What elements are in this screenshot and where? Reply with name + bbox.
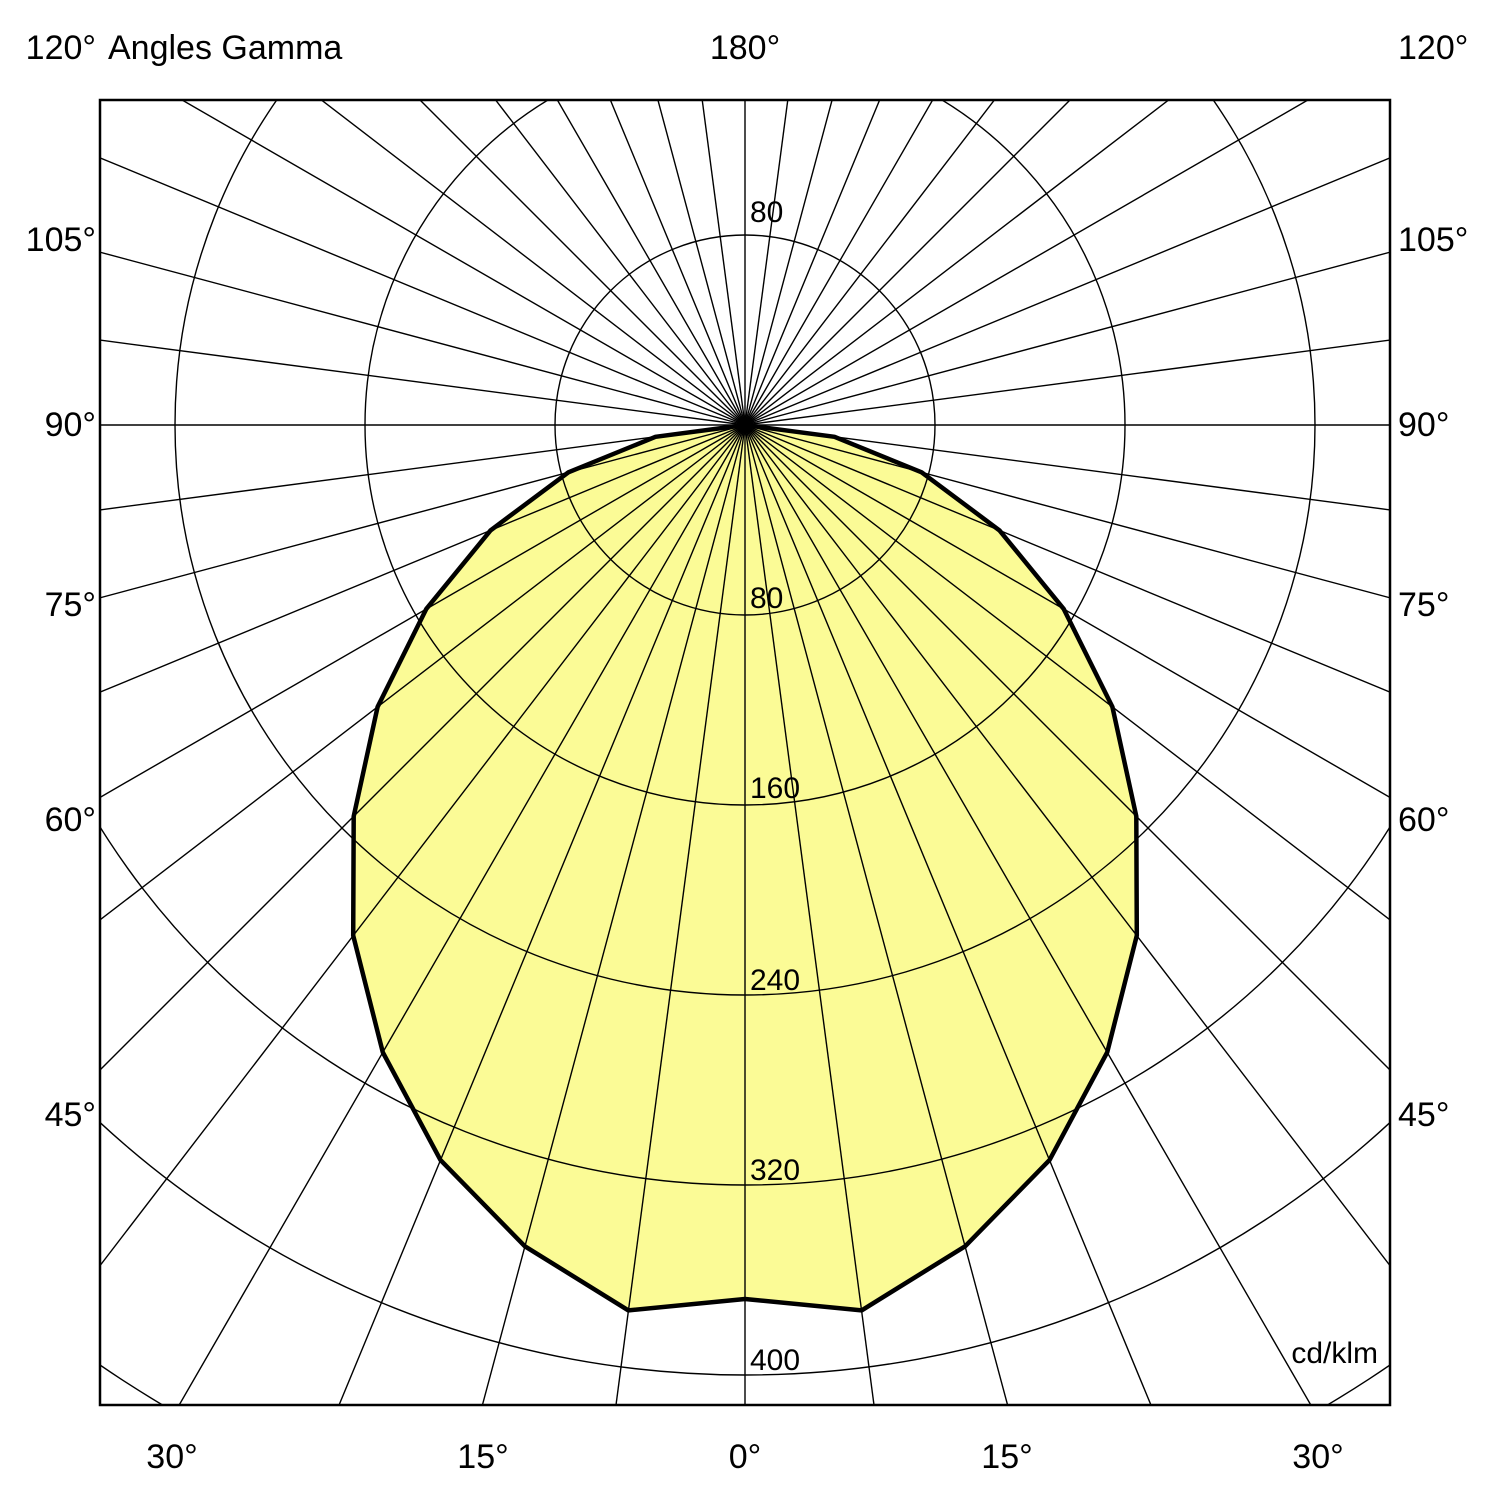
plot-border [98,98,1392,1407]
gamma-label-right-75: 75° [1398,586,1450,624]
gamma-label-bottom-30R: 30° [1292,1438,1344,1476]
grid-radial-line [744,424,1312,1405]
grid-radial-line [481,424,746,1405]
gamma-label-right-105: 105° [1398,221,1469,259]
grid-radial-line [100,251,746,426]
grid-radial-line [744,251,1390,426]
grid-radial-line [744,424,875,1405]
grid-radial-line [100,424,746,1267]
grid-radial-line [744,100,1310,426]
gamma-label-right-120: 120° [1398,29,1469,67]
ring-label-240: 240 [750,964,801,997]
grid-radial-line [100,424,746,511]
grid-radial-line [178,424,746,1405]
grid-radial-line [320,100,746,426]
grid-radial-line [744,339,1390,426]
ring-label-80-top: 80 [750,196,784,229]
grid-radial-line [744,100,1071,426]
grid-radial-line [744,424,1152,1405]
grid-radial-line [744,100,996,426]
ring-label-320: 320 [750,1154,801,1187]
grid-radial-line [180,100,746,426]
gamma-label-bottom-15L: 15° [457,1438,509,1476]
grid-radial-line [744,100,833,426]
gamma-label-bottom-15R: 15° [981,1438,1033,1476]
grid-radial-line [744,424,1009,1405]
gamma-label-bottom-30L: 30° [146,1438,198,1476]
gamma-label-180: 180° [709,29,781,67]
ring-label-400: 400 [750,1344,801,1377]
gamma-label-right-90: 90° [1398,406,1450,444]
grid-radial-line [494,100,746,426]
gamma-label-left-75: 75° [44,586,96,624]
grid-radial-line [744,424,1390,921]
gamma-label-left-120: 120° [25,29,96,67]
grid-radial-line [657,100,746,426]
grid-radial-line [744,157,1390,426]
grid-radial-line [744,424,1390,1267]
grid-radial-line [100,157,746,426]
grid-radial-line [100,424,746,599]
grid-radial-line [100,424,746,921]
grid-radial-line [100,424,746,1071]
grid-radial-line [338,424,746,1405]
grid-radial-line [744,424,1390,511]
grid-radial-line [419,100,746,426]
gamma-label-left-90: 90° [44,406,96,444]
grid-radial-line [744,100,1170,426]
grid-radial-line [744,100,881,426]
intensity-curve-outline [350,422,1140,1313]
grid-radial-line [615,424,746,1405]
gamma-label-right-60: 60° [1398,801,1450,839]
grid-radial-line [744,424,1390,599]
gamma-label-right-45: 45° [1398,1096,1450,1134]
grid-radial-line [744,424,1390,1071]
ring-label-160: 160 [750,772,801,805]
grid-radial-line [100,424,746,799]
grid-radial-line [744,100,789,426]
ring-label-80: 80 [750,582,784,615]
gamma-label-left-105: 105° [25,221,96,259]
grid-radial-line [701,100,746,426]
gamma-label-bottom-0: 0° [728,1438,762,1476]
grid-radial-line [744,424,1390,799]
chart-title: Angles Gamma [108,29,343,67]
grid-radial-line [100,339,746,426]
grid-radial-line [609,100,746,426]
grid-radial-line [744,100,934,426]
gamma-label-left-45: 45° [44,1096,96,1134]
unit-label: cd/klm [1291,1337,1378,1370]
gamma-label-left-60: 60° [44,801,96,839]
grid-radial-line [556,100,746,426]
